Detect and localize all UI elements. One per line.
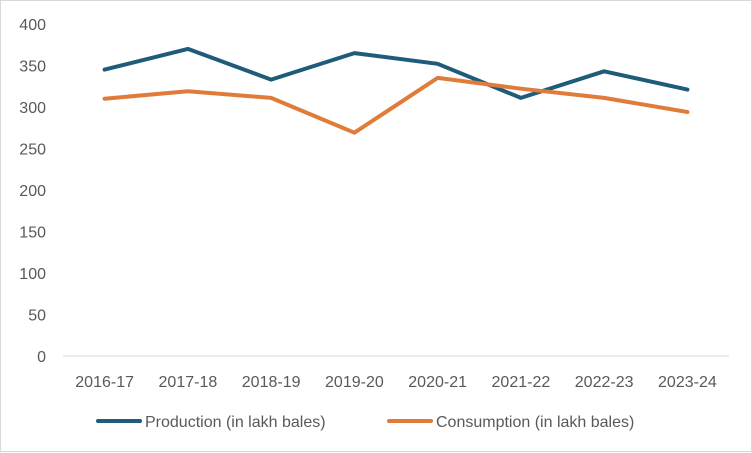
y-axis-tick-labels: 0 50 100 150 200 250 300 350 400 <box>19 17 46 366</box>
series-lines <box>102 46 690 135</box>
series-line-production <box>102 46 690 100</box>
x-tick-label: 2019-20 <box>325 374 384 391</box>
x-tick-label: 2017-18 <box>159 374 218 391</box>
x-tick-label: 2023-24 <box>658 374 717 391</box>
x-tick-label: 2018-19 <box>242 374 301 391</box>
y-tick-label: 200 <box>19 183 46 200</box>
y-tick-label: 250 <box>19 142 46 159</box>
legend: Production (in lakh bales) Consumption (… <box>96 414 634 431</box>
y-tick-label: 400 <box>19 17 46 34</box>
x-tick-label: 2016-17 <box>75 374 134 391</box>
y-tick-label: 0 <box>37 349 46 366</box>
x-axis-tick-labels: 2016-17 2017-18 2018-19 2019-20 2020-21 2021-… <box>75 374 717 391</box>
x-tick-label: 2020-21 <box>408 374 467 391</box>
y-tick-label: 300 <box>19 100 46 117</box>
x-tick-label: 2022-23 <box>575 374 634 391</box>
y-tick-label: 150 <box>19 225 46 242</box>
y-tick-label: 100 <box>19 266 46 283</box>
legend-item-consumption: Consumption (in lakh bales) <box>387 414 634 431</box>
series-line-consumption <box>102 75 690 135</box>
legend-item-production: Production (in lakh bales) <box>96 414 326 431</box>
x-tick-label: 2021-22 <box>492 374 551 391</box>
legend-label-production: Production (in lakh bales) <box>145 414 326 431</box>
legend-label-consumption: Consumption (in lakh bales) <box>436 414 634 431</box>
y-tick-label: 350 <box>19 59 46 76</box>
y-tick-label: 50 <box>28 308 46 325</box>
